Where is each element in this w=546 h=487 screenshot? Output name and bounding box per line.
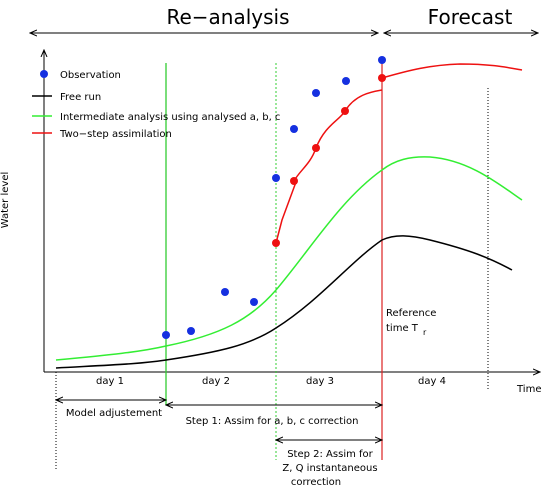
legend-label: Two−step assimilation: [59, 129, 172, 140]
shapes: [30, 33, 540, 470]
legend-label: Observation: [60, 70, 121, 81]
day-label: day 4: [418, 376, 446, 387]
forecast-title: Forecast: [428, 5, 513, 29]
phase-label: Step 1: Assim for a, b, c correction: [186, 416, 359, 427]
day-label: day 3: [306, 376, 334, 387]
legend-label: Intermediate analysis using analysed a, …: [60, 112, 280, 123]
reanalysis-title: Re−analysis: [166, 5, 289, 29]
phase-label: Model adjustement: [66, 408, 162, 419]
day-label: day 2: [202, 376, 230, 387]
day-label: day 1: [96, 376, 124, 387]
reference-label: time T: [386, 323, 419, 334]
x-label: Time: [516, 384, 541, 395]
reference-label: Reference: [386, 308, 436, 319]
phase-label: Z, Q instantaneous: [282, 463, 377, 474]
y-label: Water level: [0, 172, 11, 229]
phase-label: correction: [291, 477, 341, 487]
reference-subscript: r: [423, 328, 427, 337]
legend-label: Free run: [60, 92, 101, 103]
phase-label: Step 2: Assim for: [287, 449, 373, 460]
